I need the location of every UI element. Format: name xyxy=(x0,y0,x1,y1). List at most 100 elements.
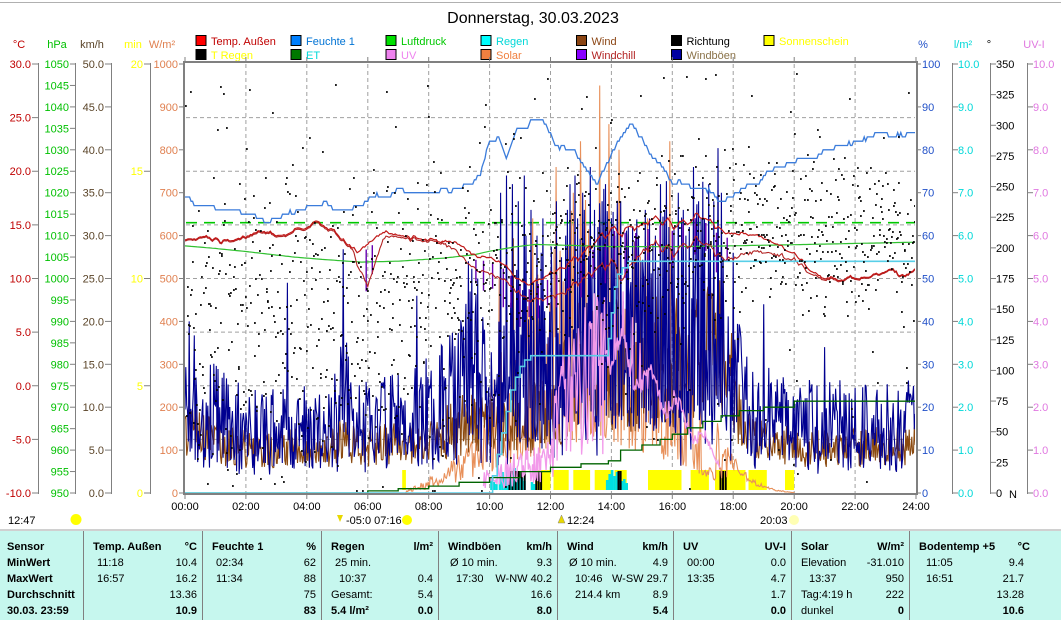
svg-text:l/m²: l/m² xyxy=(413,541,433,553)
svg-text:hPa: hPa xyxy=(47,39,67,51)
svg-text:30.03. 23:59: 30.03. 23:59 xyxy=(7,605,69,617)
svg-text:10.0: 10.0 xyxy=(10,274,31,286)
svg-text:12:00: 12:00 xyxy=(537,501,565,513)
svg-text:Sonnenschein: Sonnenschein xyxy=(779,36,849,48)
svg-text:0.4: 0.4 xyxy=(418,573,433,585)
svg-text:9.4: 9.4 xyxy=(1009,557,1024,569)
svg-text:Tag:4:19 h: Tag:4:19 h xyxy=(801,589,852,601)
svg-text:Gesamt:: Gesamt: xyxy=(331,589,373,601)
svg-text:W/m²: W/m² xyxy=(149,39,176,51)
svg-text:16.2: 16.2 xyxy=(176,573,197,585)
svg-text:km/h: km/h xyxy=(642,541,668,553)
svg-text:20:00: 20:00 xyxy=(780,501,808,513)
svg-text:20: 20 xyxy=(131,59,143,71)
svg-text:990: 990 xyxy=(51,316,69,328)
svg-text:13.28: 13.28 xyxy=(996,589,1024,601)
svg-text:4.7: 4.7 xyxy=(771,573,786,585)
svg-text:100: 100 xyxy=(160,445,178,457)
svg-text:5.0: 5.0 xyxy=(16,327,31,339)
svg-text:5.4 l/m²: 5.4 l/m² xyxy=(331,605,369,617)
svg-text:950: 950 xyxy=(886,573,904,585)
svg-text:30: 30 xyxy=(922,359,934,371)
svg-text:9.0: 9.0 xyxy=(1033,102,1048,114)
svg-text:MinWert: MinWert xyxy=(7,557,51,569)
svg-text:1.0: 1.0 xyxy=(1033,445,1048,457)
svg-text:5.4: 5.4 xyxy=(653,605,669,617)
svg-text:1035: 1035 xyxy=(45,123,69,135)
svg-text:ET: ET xyxy=(306,50,320,62)
svg-text:W/m²: W/m² xyxy=(877,541,904,553)
svg-text:16.6: 16.6 xyxy=(531,589,552,601)
svg-text:325: 325 xyxy=(996,90,1014,102)
svg-text:8.0: 8.0 xyxy=(1033,145,1048,157)
svg-text:250: 250 xyxy=(996,182,1014,194)
svg-text:12:47: 12:47 xyxy=(8,515,36,527)
svg-text:60: 60 xyxy=(922,231,934,243)
svg-text:Luftdruck: Luftdruck xyxy=(401,36,447,48)
svg-text:Regen: Regen xyxy=(331,541,365,553)
svg-text:%: % xyxy=(918,39,928,51)
svg-text:900: 900 xyxy=(160,102,178,114)
svg-text:0.0: 0.0 xyxy=(771,605,786,617)
svg-text:13:37: 13:37 xyxy=(809,573,837,585)
svg-text:Wind: Wind xyxy=(567,541,594,553)
svg-text:N: N xyxy=(1009,489,1017,501)
svg-text:500: 500 xyxy=(160,274,178,286)
svg-text:°: ° xyxy=(987,39,991,51)
svg-text:175: 175 xyxy=(996,274,1014,286)
svg-text:22:00: 22:00 xyxy=(841,501,869,513)
svg-text:25: 25 xyxy=(996,457,1008,469)
svg-text:0.0: 0.0 xyxy=(418,605,433,617)
svg-text:-5.0: -5.0 xyxy=(12,434,31,446)
svg-text:1.7: 1.7 xyxy=(771,589,786,601)
svg-text:5.0: 5.0 xyxy=(1033,274,1048,286)
svg-text:10:37: 10:37 xyxy=(339,573,367,585)
svg-text:00:00: 00:00 xyxy=(687,557,715,569)
svg-text:0: 0 xyxy=(137,488,143,500)
svg-text:1015: 1015 xyxy=(45,209,69,221)
svg-text:11:18: 11:18 xyxy=(97,557,124,569)
svg-text:15: 15 xyxy=(131,166,143,178)
svg-text:90: 90 xyxy=(922,102,934,114)
svg-text:Temp. Außen: Temp. Außen xyxy=(93,541,162,553)
svg-text:955: 955 xyxy=(51,467,69,479)
svg-text:0.0: 0.0 xyxy=(16,381,31,393)
svg-text:Feuchte 1: Feuchte 1 xyxy=(306,36,355,48)
svg-text:Sensor: Sensor xyxy=(7,541,45,553)
svg-text:%: % xyxy=(306,541,316,553)
svg-text:20.0: 20.0 xyxy=(83,316,104,328)
svg-text:1030: 1030 xyxy=(45,145,69,157)
svg-text:21.7: 21.7 xyxy=(1003,573,1024,585)
svg-text:km/h: km/h xyxy=(526,541,552,553)
svg-text:l/m²: l/m² xyxy=(954,39,973,51)
svg-text:960: 960 xyxy=(51,445,69,457)
svg-text:40: 40 xyxy=(922,316,934,328)
svg-text:600: 600 xyxy=(160,231,178,243)
svg-text:62: 62 xyxy=(304,557,316,569)
svg-text:6.0: 6.0 xyxy=(1033,231,1048,243)
svg-text:Elevation: Elevation xyxy=(801,557,846,569)
svg-text:-31.010: -31.010 xyxy=(867,557,904,569)
svg-text:0.0: 0.0 xyxy=(1033,488,1048,500)
svg-text:150: 150 xyxy=(996,304,1014,316)
svg-text:1000: 1000 xyxy=(154,59,178,71)
svg-text:45.0: 45.0 xyxy=(83,102,104,114)
svg-text:11:05: 11:05 xyxy=(926,557,953,569)
svg-text:50: 50 xyxy=(996,427,1008,439)
svg-text:8.9: 8.9 xyxy=(653,589,668,601)
svg-text:5.4: 5.4 xyxy=(418,589,433,601)
svg-text:80: 80 xyxy=(922,145,934,157)
svg-text:20:03: 20:03 xyxy=(760,515,788,527)
svg-text:30.0: 30.0 xyxy=(10,59,31,71)
svg-text:995: 995 xyxy=(51,295,69,307)
svg-text:Bodentemp +5: Bodentemp +5 xyxy=(919,541,995,553)
svg-text:6.0: 6.0 xyxy=(958,231,973,243)
svg-text:0.0: 0.0 xyxy=(771,557,786,569)
svg-text:18:00: 18:00 xyxy=(719,501,747,513)
svg-text:15.0: 15.0 xyxy=(10,220,31,232)
svg-text:0: 0 xyxy=(922,488,928,500)
svg-text:4.0: 4.0 xyxy=(958,316,973,328)
svg-text:9.3: 9.3 xyxy=(537,557,552,569)
svg-text:-10.0: -10.0 xyxy=(6,488,31,500)
svg-text:350: 350 xyxy=(996,59,1014,71)
